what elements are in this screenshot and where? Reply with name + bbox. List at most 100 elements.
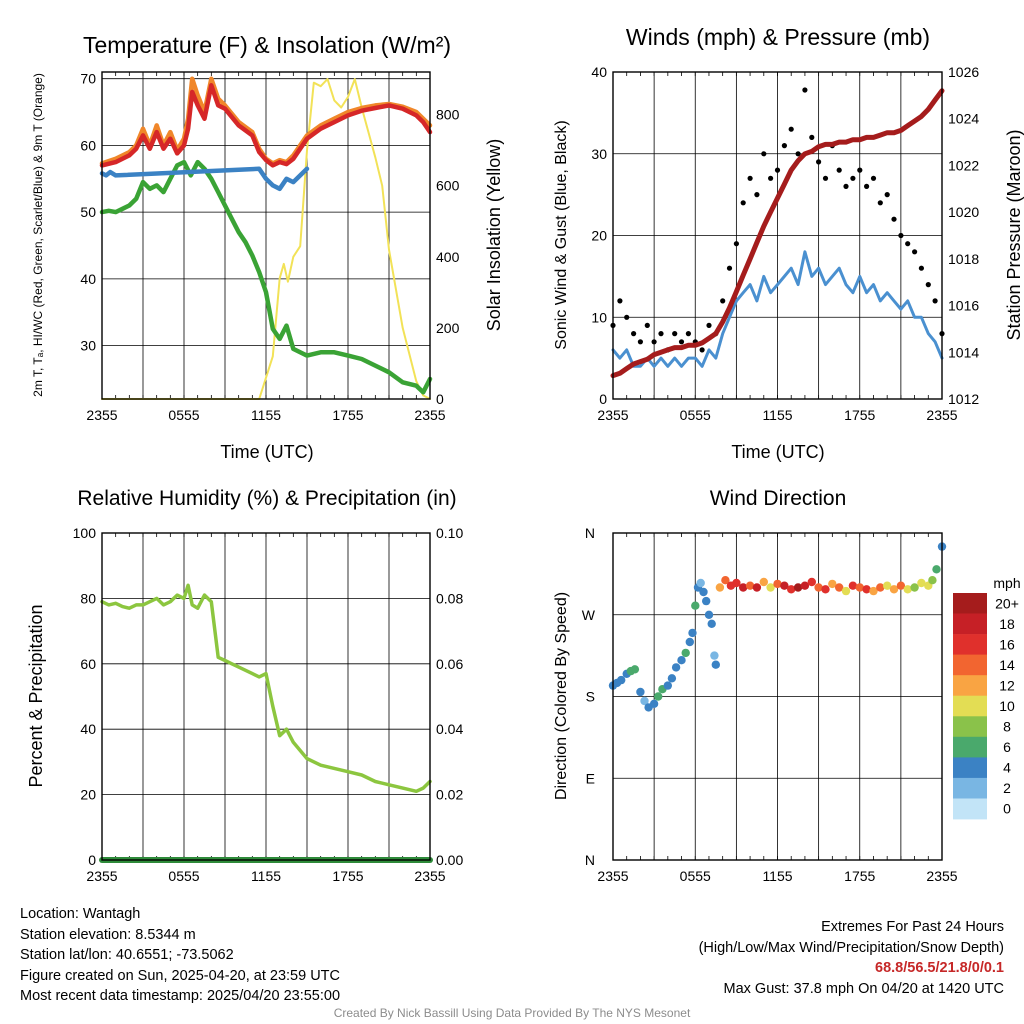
temp-y2-tick-label: 800 (436, 107, 460, 123)
wind-gust-point (877, 200, 883, 206)
dir-x-tick-label: 1155 (762, 868, 792, 884)
latlon-text: Station lat/lon: 40.6551; -73.5062 (20, 947, 234, 963)
colorbar-label: 2 (1003, 780, 1011, 796)
recent-data-text: Most recent data timestamp: 2025/04/20 2… (20, 988, 341, 1004)
temp-y2-tick-label: 600 (436, 178, 460, 194)
dir-y-tick-label: N (585, 852, 595, 868)
rh-x-tick-label: 2355 (414, 868, 445, 884)
rh-y2-tick-label: 0.04 (436, 721, 463, 737)
wind-y2-tick-label: 1020 (948, 204, 979, 220)
wind-series-sonic-wind (611, 250, 944, 368)
wind-gust-point (795, 151, 801, 157)
colorbar-label: 18 (999, 616, 1015, 632)
colorbar-swatch (953, 613, 987, 635)
temp-series-solar-insolation (101, 78, 431, 400)
dir-point (707, 619, 716, 628)
wind-gust-point (706, 322, 712, 328)
wind-x-tick-label: 1755 (844, 407, 875, 423)
wind-gust-point (898, 232, 904, 239)
rh-y2-tick-label: 0.06 (436, 656, 463, 672)
dir-point (654, 692, 663, 701)
dir-point (841, 586, 851, 596)
wind-gust-point (918, 265, 925, 271)
dir-point (917, 578, 926, 588)
dir-point (780, 581, 789, 590)
dir-point (691, 601, 700, 610)
wind-gust-point (781, 143, 788, 149)
dir-point (814, 583, 823, 592)
max-gust-text: Max Gust: 37.8 mph On 04/20 at 1420 UTC (723, 980, 1004, 997)
temp-x-tick-label: 2355 (86, 407, 117, 423)
temp-y-tick-label: 50 (80, 204, 96, 220)
dir-point (910, 583, 919, 592)
dir-point (663, 681, 672, 690)
rh-y-tick-label: 100 (73, 525, 97, 541)
extremes-title: Extremes For Past 24 Hours (821, 919, 1004, 935)
dir-point (862, 585, 871, 594)
wind-gust-point (754, 192, 760, 198)
colorbar-label: 14 (999, 657, 1015, 673)
wind-y2-tick-label: 1026 (948, 64, 979, 80)
colorbar-label: 8 (1003, 719, 1011, 735)
wind-gust-point (822, 175, 829, 181)
extremes-values: 68.8/56.5/21.8/0/0.1 (875, 960, 1004, 976)
dir-point (793, 583, 803, 592)
wind-left-axis-label: Sonic Wind & Gust (Blue, Black) (553, 120, 570, 349)
colorbar-swatch (953, 716, 987, 738)
wind-gust-point (672, 331, 678, 337)
wind-gust-point (857, 167, 863, 173)
wind-y2-tick-label: 1018 (948, 251, 979, 267)
dir-point (928, 576, 937, 585)
rh-y2-tick-label: 0.02 (436, 787, 463, 803)
rh-y-tick-label: 80 (80, 590, 96, 606)
colorbar-swatch (953, 695, 987, 717)
rh-y2-tick-label: 0.00 (436, 852, 463, 868)
colorbar-swatch (953, 593, 987, 614)
dir-point (711, 660, 720, 669)
dir-point (932, 565, 941, 574)
temp-y-tick-label: 60 (80, 137, 96, 153)
wind-y-tick-label: 30 (591, 146, 607, 162)
dir-point (876, 583, 885, 592)
temp-y2-tick-label: 0 (436, 391, 444, 407)
wind-gust-point (905, 241, 911, 247)
wind-gust-point (651, 339, 657, 345)
temp-left-axis-label: 2m T, Tₐ, HI/WC (Red, Green, Scarlet/Blu… (31, 73, 45, 397)
wind-y-tick-label: 10 (591, 309, 607, 325)
rh-left-axis-label: Percent & Precipitation (26, 604, 46, 787)
dir-plot-frame (612, 532, 943, 861)
dir-point (671, 663, 681, 672)
wind-gust-point (802, 87, 808, 93)
wind-gust-point (843, 183, 849, 189)
rh-series-relative-humidity (100, 583, 432, 794)
colorbar-title: mph (993, 575, 1020, 591)
colorbar-label: 4 (1003, 760, 1011, 776)
wind-gust-point (809, 134, 815, 140)
wind-y2-tick-label: 1024 (948, 111, 979, 127)
rh-y2-tick-label: 0.08 (436, 590, 463, 606)
extremes-info: Extremes For Past 24 Hours (High/Low/Max… (699, 917, 1004, 999)
dir-point (759, 577, 768, 587)
wind-plot-frame (612, 71, 943, 400)
temp-series-2m-t (99, 83, 433, 168)
colorbar-label: 0 (1003, 801, 1011, 817)
elevation-text: Station elevation: 8.5344 m (20, 926, 196, 943)
colorbar-swatch (953, 757, 987, 779)
temp-y-tick-label: 40 (80, 271, 96, 287)
rh-x-tick-label: 1155 (251, 868, 281, 884)
wind-series-station-pressure (610, 88, 945, 379)
dir-point (721, 576, 730, 585)
dir-point (677, 656, 686, 665)
rh-y-tick-label: 0 (88, 852, 96, 868)
colorbar-swatch (953, 736, 987, 758)
temp-y-tick-label: 70 (80, 71, 96, 87)
wind-y2-tick-label: 1016 (948, 298, 979, 314)
dir-x-tick-label: 1755 (844, 868, 875, 884)
wind-gust-point (850, 175, 856, 181)
dir-point (704, 610, 714, 619)
colorbar-label: 6 (1003, 739, 1011, 755)
dir-point (869, 586, 878, 596)
wind-gust-point (658, 331, 664, 337)
wind-gust-point (774, 167, 781, 173)
dir-y-tick-label: E (586, 770, 595, 786)
